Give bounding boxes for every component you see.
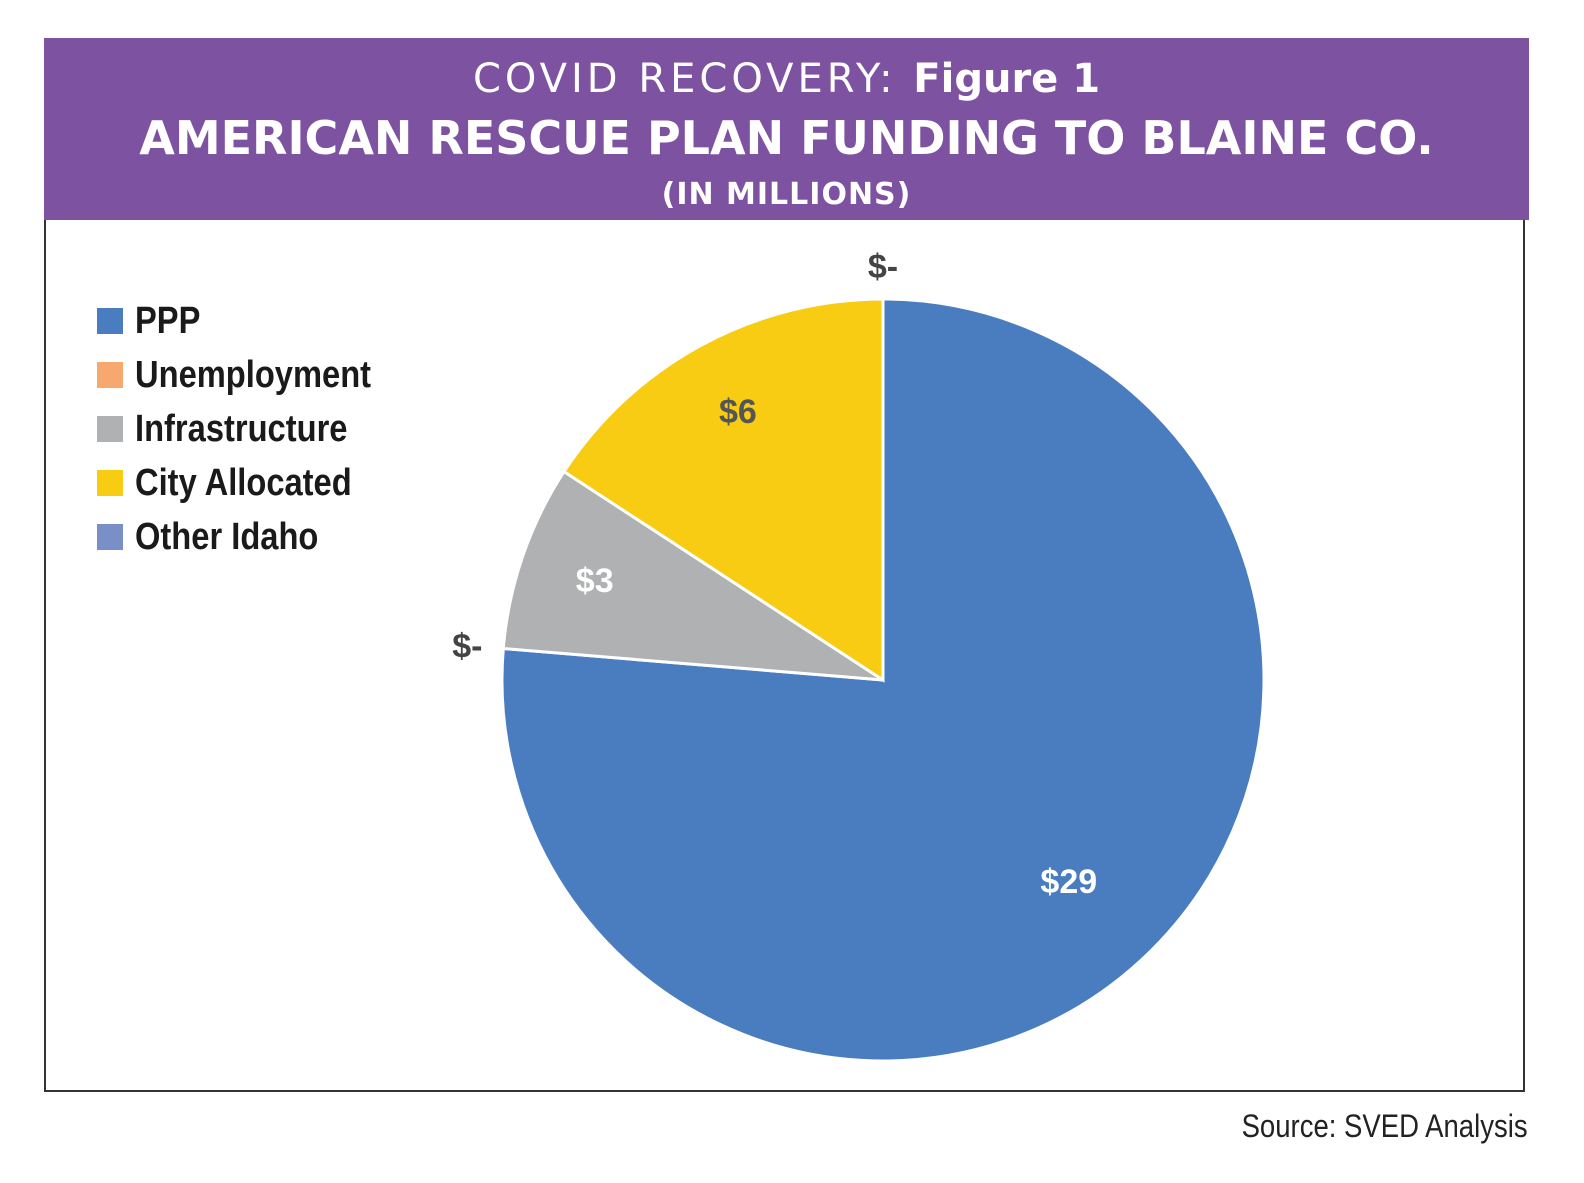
legend-label-unemployment: Unemployment [135, 353, 372, 396]
pie-slice-city-allocated [561, 297, 885, 683]
data-label-other-idaho: $- [868, 248, 898, 286]
plot-frame [44, 220, 1525, 1092]
pie-data-labels: $29 $- $3 $6 $- [452, 248, 1097, 901]
legend-label-infrastructure: Infrastructure [135, 407, 348, 450]
legend-swatch-city-allocated [97, 470, 123, 496]
data-label-city-allocated: $6 [719, 393, 757, 431]
data-label-ppp: $29 [1040, 863, 1097, 901]
chart-subtitle: (IN MILLIONS) [661, 177, 912, 212]
chart-header: COVID RECOVERY: Figure 1 AMERICAN RESCUE… [44, 38, 1529, 220]
legend-item-ppp: PPP [97, 294, 409, 348]
data-label-unemployment: $- [452, 628, 482, 666]
legend-label-other-idaho: Other Idaho [135, 515, 319, 558]
legend-item-infrastructure: Infrastructure [97, 402, 409, 456]
header-kicker: COVID RECOVERY: Figure 1 [44, 56, 1529, 102]
legend-item-other-idaho: Other Idaho [97, 510, 409, 564]
pie-slice-infrastructure [501, 469, 884, 682]
source-note: Source: SVED Analysis [1241, 1108, 1528, 1144]
legend-label-ppp: PPP [135, 299, 201, 342]
legend-label-city-allocated: City Allocated [135, 461, 352, 504]
pie-slices [500, 297, 1266, 1063]
chart-title: AMERICAN RESCUE PLAN FUNDING TO BLAINE C… [139, 111, 1434, 165]
chart-legend: PPP Unemployment Infrastructure City All… [97, 294, 409, 564]
legend-swatch-other-idaho [97, 524, 123, 550]
legend-swatch-unemployment [97, 362, 123, 388]
legend-swatch-infrastructure [97, 416, 123, 442]
data-label-infrastructure: $3 [576, 562, 614, 600]
figure-number: Figure 1 [913, 56, 1101, 102]
legend-item-unemployment: Unemployment [97, 348, 409, 402]
legend-swatch-ppp [97, 308, 123, 334]
legend-item-city-allocated: City Allocated [97, 456, 409, 510]
kicker-text: COVID RECOVERY: [472, 56, 897, 102]
